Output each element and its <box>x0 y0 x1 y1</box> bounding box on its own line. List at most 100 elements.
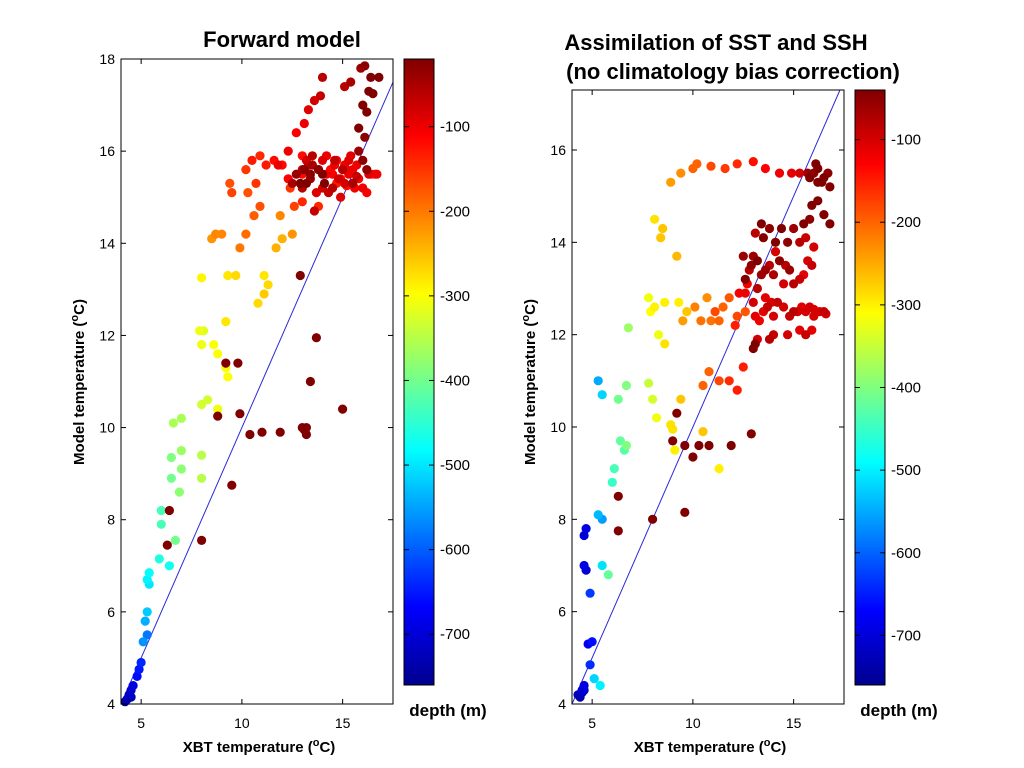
data-point <box>740 274 750 284</box>
data-point <box>672 251 682 261</box>
colorbar-tick-label: -400 <box>440 372 470 389</box>
data-point <box>732 385 742 395</box>
data-point <box>764 223 775 234</box>
data-point <box>789 279 799 289</box>
data-point <box>785 265 795 275</box>
data-point <box>809 311 819 321</box>
colorbar: -100 -200 -300 -400 -500 -600 -700 depth (m) <box>854 89 938 720</box>
data-point <box>587 637 597 647</box>
data-point <box>779 279 789 289</box>
data-point <box>287 178 297 188</box>
data-point <box>752 283 763 294</box>
panel-forward-model: Forward model 5 10 15 4 6 8 10 12 14 16 18 XBT tem… <box>69 27 487 756</box>
data-point <box>714 316 724 326</box>
data-point <box>825 219 835 229</box>
data-point <box>579 530 589 541</box>
data-point <box>811 159 821 169</box>
data-point <box>668 424 678 434</box>
data-point <box>317 169 328 179</box>
data-point <box>789 223 799 234</box>
data-point <box>297 197 307 207</box>
data-point <box>756 219 767 229</box>
data-point <box>740 288 750 298</box>
data-point <box>748 157 758 167</box>
data-point <box>142 607 152 617</box>
data-point <box>221 317 231 327</box>
reference-line <box>571 89 841 705</box>
data-point <box>585 660 595 670</box>
colorbar-tick-label: -200 <box>891 214 921 231</box>
chart-title-line2: (no climatology bias correction) <box>566 59 900 84</box>
data-point <box>748 297 758 307</box>
data-point <box>768 311 779 321</box>
data-point <box>783 237 793 247</box>
data-point <box>613 394 623 404</box>
data-point <box>154 554 164 564</box>
axes-ticks: 5 10 15 4 6 8 10 12 14 16 <box>550 90 844 731</box>
chart-title-line1: Assimilation of SST and SSH <box>564 30 867 55</box>
y-axis-label: Model temperature (oC) <box>520 299 539 465</box>
data-point <box>299 118 309 129</box>
colorbar-tick-label: -200 <box>440 203 470 220</box>
y-tick-label: 14 <box>550 234 566 250</box>
data-point <box>660 339 670 349</box>
data-point <box>197 340 207 350</box>
data-point <box>654 330 664 340</box>
data-point <box>275 427 285 437</box>
data-point <box>273 160 283 170</box>
data-point <box>317 155 328 165</box>
data-point <box>732 159 742 169</box>
data-point <box>774 256 785 266</box>
plot-area: 5 10 15 4 6 8 10 12 14 16 <box>550 89 845 731</box>
y-tick-label: 16 <box>550 142 566 158</box>
data-point <box>362 165 372 175</box>
data-point <box>805 173 815 183</box>
chart-title: Forward model <box>203 27 361 52</box>
data-point <box>672 408 682 418</box>
data-point <box>621 380 632 391</box>
data-point <box>668 436 678 446</box>
data-point <box>213 411 223 421</box>
data-point <box>291 128 301 138</box>
data-point <box>330 155 340 165</box>
data-point <box>704 440 714 451</box>
data-point <box>295 178 305 188</box>
y-tick-label: 6 <box>107 604 115 620</box>
y-tick-label: 12 <box>550 327 566 343</box>
data-point <box>760 163 771 174</box>
data-point <box>354 146 364 156</box>
data-point <box>670 445 680 455</box>
data-point <box>676 168 686 178</box>
data-point <box>613 491 623 501</box>
data-point <box>309 206 319 216</box>
data-point <box>197 473 207 483</box>
data-point <box>138 637 148 647</box>
data-point <box>644 378 654 388</box>
colorbar-tick-label: -700 <box>891 627 921 644</box>
data-point <box>819 307 829 317</box>
data-point <box>768 270 779 280</box>
data-point <box>682 307 692 317</box>
data-point <box>656 233 666 243</box>
data-point <box>142 575 152 585</box>
y-tick-label: 4 <box>558 696 566 712</box>
data-point <box>680 440 690 451</box>
colorbar-tick-label: -600 <box>891 545 921 562</box>
data-point <box>225 178 235 188</box>
data-point <box>249 211 259 221</box>
data-point <box>134 664 144 675</box>
data-point <box>307 151 317 161</box>
data-point <box>678 316 688 326</box>
data-point <box>698 427 708 437</box>
data-point <box>213 349 223 359</box>
data-point <box>710 307 720 317</box>
data-point <box>750 311 760 321</box>
data-point <box>799 219 809 229</box>
plot-area: 5 10 15 4 6 8 10 12 14 16 18 <box>99 51 394 731</box>
data-point <box>271 243 281 253</box>
data-point <box>706 316 716 326</box>
data-point <box>813 196 823 206</box>
data-point <box>241 229 251 239</box>
data-point <box>807 260 817 270</box>
data-point <box>676 394 686 404</box>
